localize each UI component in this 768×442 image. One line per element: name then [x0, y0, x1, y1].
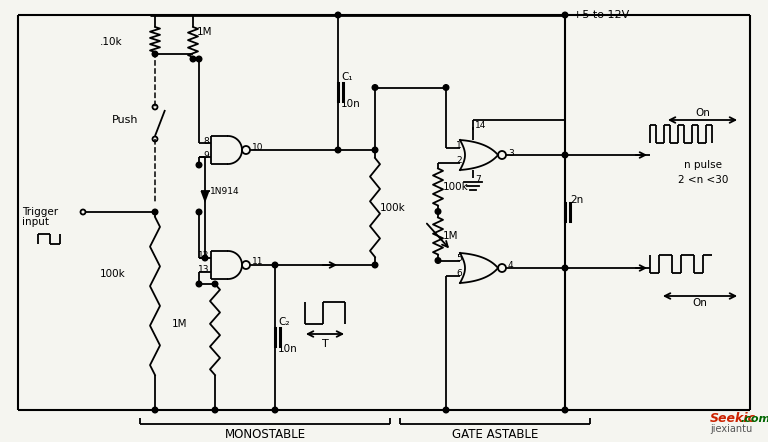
- Circle shape: [443, 85, 449, 90]
- Circle shape: [435, 209, 441, 214]
- Circle shape: [152, 51, 157, 57]
- Circle shape: [196, 281, 202, 287]
- Text: 7: 7: [475, 175, 481, 184]
- Text: 3: 3: [508, 149, 514, 157]
- Text: 14: 14: [475, 121, 486, 130]
- Text: +5 to 12V: +5 to 12V: [573, 10, 629, 20]
- Circle shape: [562, 407, 568, 413]
- Text: 100k: 100k: [443, 182, 468, 192]
- Text: 1: 1: [456, 141, 462, 150]
- Text: 9: 9: [204, 150, 209, 160]
- Text: GATE ASTABLE: GATE ASTABLE: [452, 427, 538, 441]
- Text: 100k: 100k: [100, 269, 126, 279]
- Circle shape: [372, 85, 378, 90]
- Circle shape: [372, 147, 378, 153]
- Text: input: input: [22, 217, 49, 227]
- Circle shape: [152, 407, 157, 413]
- Text: 5: 5: [456, 254, 462, 263]
- Circle shape: [562, 265, 568, 271]
- Text: 4: 4: [508, 262, 514, 271]
- Text: 2 <n <30: 2 <n <30: [678, 175, 728, 185]
- Circle shape: [443, 407, 449, 413]
- Text: Push: Push: [112, 115, 138, 125]
- Text: 2: 2: [456, 156, 462, 165]
- Text: n pulse: n pulse: [684, 160, 722, 170]
- Text: Trigger: Trigger: [22, 207, 58, 217]
- Text: 10: 10: [252, 142, 263, 152]
- Circle shape: [272, 262, 278, 268]
- Text: 10n: 10n: [341, 99, 361, 109]
- Text: .com: .com: [740, 414, 768, 424]
- Circle shape: [196, 209, 202, 215]
- Circle shape: [212, 281, 218, 287]
- Circle shape: [435, 258, 441, 263]
- Circle shape: [562, 12, 568, 18]
- Circle shape: [335, 147, 341, 153]
- Text: 1M: 1M: [197, 27, 213, 37]
- Circle shape: [202, 255, 208, 261]
- Text: 1N914: 1N914: [210, 187, 240, 195]
- Text: 13: 13: [197, 266, 209, 274]
- Circle shape: [212, 407, 218, 413]
- Text: On: On: [696, 108, 710, 118]
- Circle shape: [152, 209, 157, 215]
- Text: C₂: C₂: [278, 317, 290, 327]
- Text: 1M: 1M: [172, 319, 187, 329]
- Text: 2n: 2n: [570, 195, 583, 205]
- Circle shape: [372, 262, 378, 268]
- Text: T: T: [322, 339, 329, 349]
- Text: jiexiantu: jiexiantu: [710, 424, 752, 434]
- Text: On: On: [693, 298, 707, 308]
- Text: C₁: C₁: [341, 72, 353, 82]
- Text: 6: 6: [456, 269, 462, 278]
- Text: Seekic: Seekic: [710, 412, 756, 425]
- Circle shape: [190, 56, 196, 62]
- Circle shape: [196, 56, 202, 62]
- Circle shape: [335, 12, 341, 18]
- Text: 100k: 100k: [380, 203, 406, 213]
- Circle shape: [562, 152, 568, 158]
- Text: 8: 8: [204, 137, 209, 145]
- Circle shape: [196, 162, 202, 168]
- Polygon shape: [200, 191, 210, 203]
- Text: 11: 11: [252, 258, 263, 267]
- Text: MONOSTABLE: MONOSTABLE: [224, 427, 306, 441]
- Text: .10k: .10k: [100, 37, 123, 47]
- Text: 12: 12: [197, 251, 209, 260]
- Text: 10n: 10n: [278, 344, 298, 354]
- Text: 1M: 1M: [443, 231, 458, 241]
- Circle shape: [272, 407, 278, 413]
